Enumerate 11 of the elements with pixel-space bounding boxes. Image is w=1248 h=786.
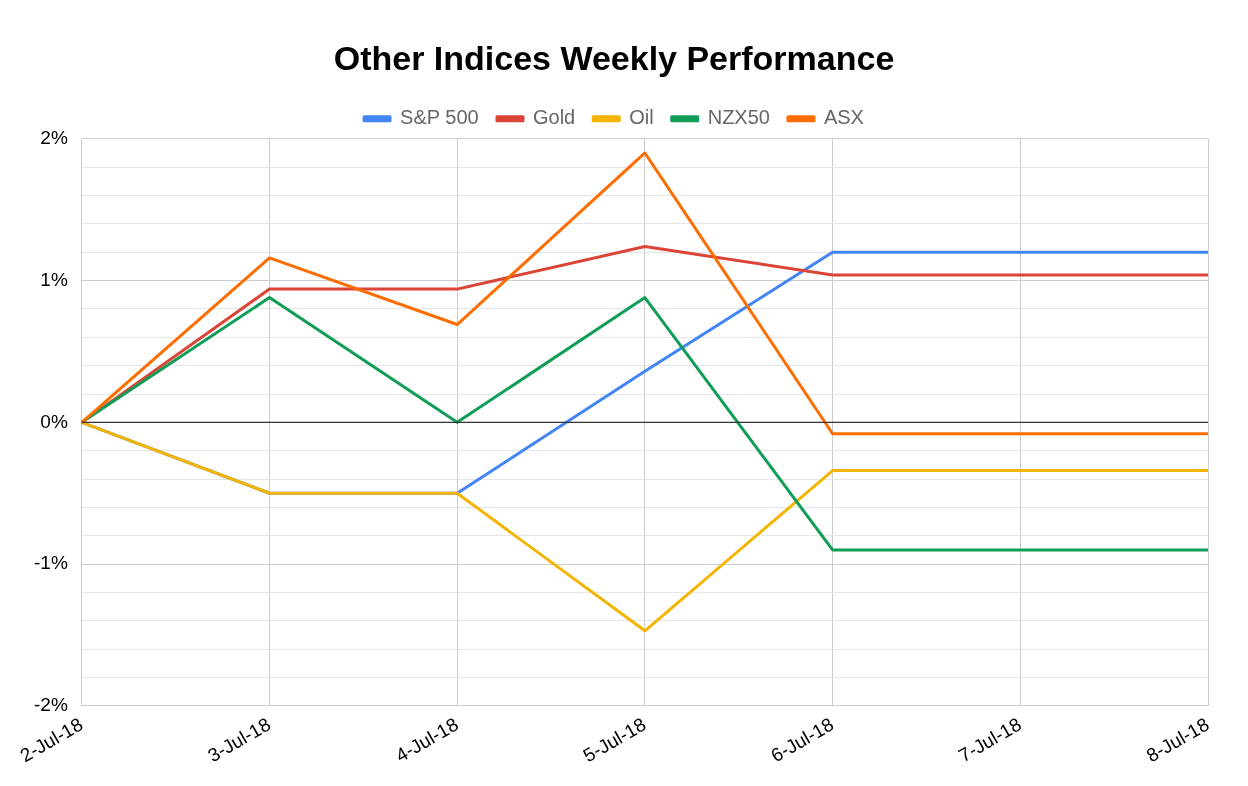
legend-label: Gold [533, 106, 576, 129]
y-tick-label: 2% [40, 127, 68, 149]
legend-label: Oil [629, 106, 654, 129]
y-tick-label: -2% [33, 694, 68, 716]
y-tick-label: 0% [40, 410, 68, 432]
legend-label: S&P 500 [400, 106, 479, 129]
legend-label: NZX50 [707, 106, 770, 129]
legend-label: ASX [823, 106, 864, 129]
y-tick-label: -1% [33, 552, 68, 574]
y-tick-label: 1% [40, 268, 68, 290]
chart-title: Other Indices Weekly Performance [333, 38, 895, 77]
